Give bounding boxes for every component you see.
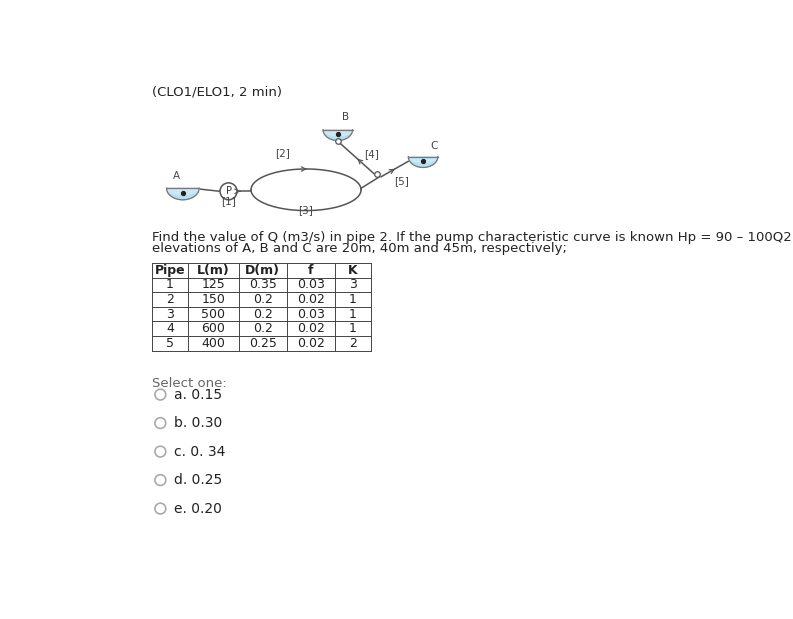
Text: K: K — [348, 264, 358, 277]
Text: 0.02: 0.02 — [297, 337, 324, 350]
Text: c. 0. 34: c. 0. 34 — [174, 444, 225, 459]
Text: 1: 1 — [349, 308, 357, 321]
Text: L(m): L(m) — [197, 264, 230, 277]
Text: 5: 5 — [166, 337, 174, 350]
Text: 3: 3 — [166, 308, 174, 321]
Polygon shape — [323, 130, 353, 141]
Text: f: f — [308, 264, 313, 277]
Text: 150: 150 — [201, 293, 225, 306]
Text: [2]: [2] — [275, 148, 290, 158]
Circle shape — [220, 183, 237, 200]
Text: [5]: [5] — [394, 176, 409, 186]
Text: 2: 2 — [166, 293, 174, 306]
Text: elevations of A, B and C are 20m, 40m and 45m, respectively;: elevations of A, B and C are 20m, 40m an… — [151, 242, 567, 255]
Text: 1: 1 — [349, 322, 357, 335]
Text: 0.03: 0.03 — [297, 279, 324, 292]
Text: [1]: [1] — [221, 196, 236, 206]
Text: 400: 400 — [201, 337, 225, 350]
Text: 0.2: 0.2 — [253, 308, 273, 321]
Text: 2: 2 — [349, 337, 357, 350]
Text: 1: 1 — [349, 293, 357, 306]
Polygon shape — [167, 188, 199, 194]
Text: D(m): D(m) — [245, 264, 280, 277]
Text: 1: 1 — [166, 279, 174, 292]
Text: Select one:: Select one: — [151, 377, 227, 390]
Polygon shape — [408, 157, 438, 168]
Text: A: A — [173, 171, 180, 181]
Text: d. 0.25: d. 0.25 — [174, 473, 222, 487]
Text: 125: 125 — [201, 279, 225, 292]
Text: 0.2: 0.2 — [253, 322, 273, 335]
Text: 0.35: 0.35 — [249, 279, 277, 292]
Polygon shape — [408, 157, 438, 163]
Text: P: P — [225, 186, 232, 196]
Text: 500: 500 — [201, 308, 225, 321]
Text: a. 0.15: a. 0.15 — [174, 387, 222, 402]
Text: Find the value of Q (m3/s) in pipe 2. If the pump characteristic curve is known : Find the value of Q (m3/s) in pipe 2. If… — [151, 232, 793, 245]
Text: [4]: [4] — [364, 149, 378, 158]
Text: B: B — [342, 111, 349, 121]
Text: e. 0.20: e. 0.20 — [174, 501, 221, 516]
Text: 0.25: 0.25 — [249, 337, 277, 350]
Text: b. 0.30: b. 0.30 — [174, 416, 222, 430]
Text: (CLO1/ELO1, 2 min): (CLO1/ELO1, 2 min) — [151, 85, 282, 98]
Text: 0.2: 0.2 — [253, 293, 273, 306]
Text: Pipe: Pipe — [155, 264, 186, 277]
Text: [3]: [3] — [299, 205, 313, 215]
Polygon shape — [323, 130, 353, 136]
Text: 0.03: 0.03 — [297, 308, 324, 321]
Text: 3: 3 — [349, 279, 357, 292]
Text: 4: 4 — [166, 322, 174, 335]
Text: 0.02: 0.02 — [297, 322, 324, 335]
Text: 0.02: 0.02 — [297, 293, 324, 306]
Text: 600: 600 — [201, 322, 225, 335]
Polygon shape — [167, 188, 199, 200]
Text: C: C — [431, 141, 439, 151]
